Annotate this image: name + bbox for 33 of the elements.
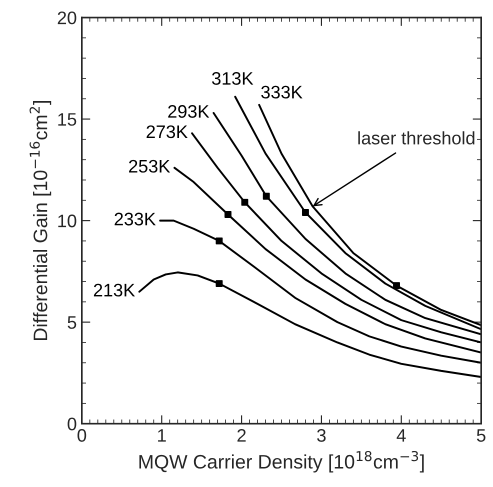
point	[216, 237, 223, 244]
point	[302, 209, 309, 216]
point	[262, 192, 270, 200]
point	[216, 280, 223, 288]
y-axis-title: Differential Gain [10$^{−16}$cm$^{2}$]	[30, 101, 52, 340]
annotation: laser threshold	[358, 131, 474, 144]
x-axis-title: MQW Carrier Density [10$^{18}$cm$^{−3}$]	[139, 450, 424, 473]
series-label: 313K	[212, 72, 254, 85]
x-tick-label: 0	[78, 429, 86, 442]
series-label: 333K	[261, 86, 302, 99]
line-series	[191, 132, 482, 344]
line-series	[174, 166, 482, 354]
x-tick-label: 4	[396, 429, 406, 442]
series-label: 233K	[114, 212, 156, 226]
line-series	[159, 220, 482, 364]
x-tick-label: 1	[158, 429, 166, 442]
x-tick-label: 2	[237, 429, 246, 442]
series-label: 293K	[168, 105, 210, 118]
y-tick-label: 20	[58, 11, 76, 24]
y-tick-label: 15	[58, 113, 76, 126]
line-series	[138, 271, 482, 378]
line-series	[212, 112, 482, 336]
point	[393, 282, 400, 290]
y-tick-label: 5	[68, 316, 76, 329]
point	[241, 198, 248, 206]
x-tick-label: 3	[317, 429, 326, 442]
series-label: 273K	[146, 125, 188, 138]
series-label: 213K	[94, 284, 135, 297]
x-tick-label: 5	[476, 429, 486, 442]
y-tick-label: 0	[68, 418, 76, 430]
series-label: 253K	[129, 160, 170, 173]
y-tick-label: 10	[58, 214, 76, 228]
point	[224, 211, 232, 218]
